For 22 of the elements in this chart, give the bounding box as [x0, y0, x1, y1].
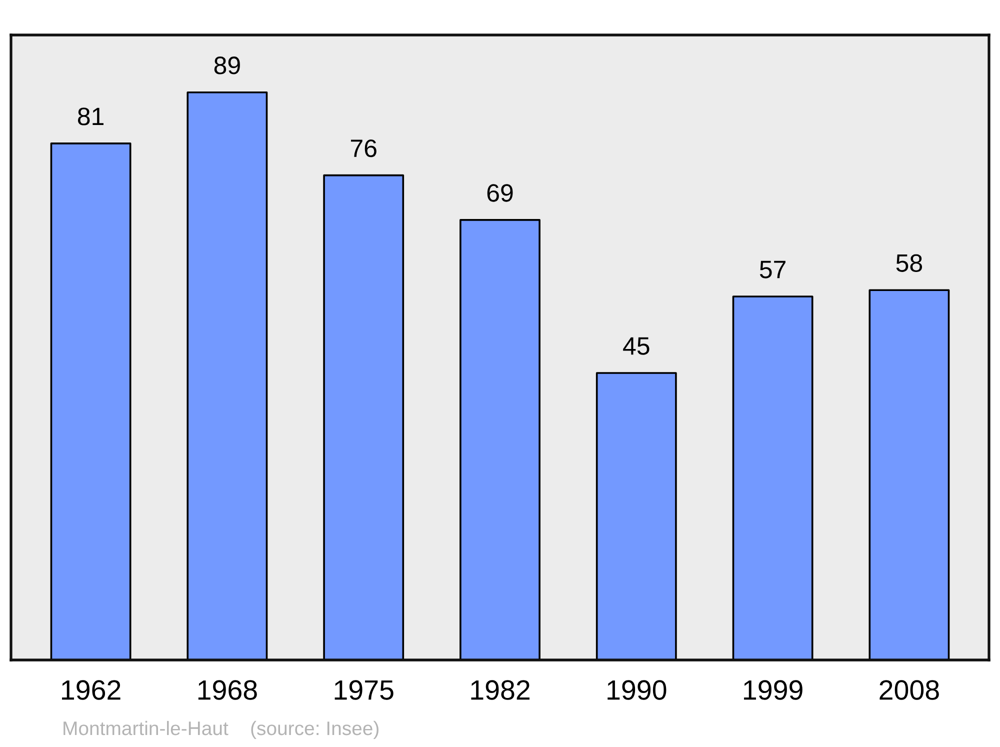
x-tick-label: 1962 — [62, 680, 120, 700]
x-tick-label: 1975 — [334, 680, 394, 700]
bar — [186, 91, 268, 660]
bar — [323, 174, 404, 660]
x-tick-label: 1982 — [471, 680, 530, 700]
data-label: 69 — [487, 184, 513, 202]
bar — [460, 219, 540, 660]
data-label: 76 — [350, 139, 376, 158]
bar — [868, 289, 950, 660]
x-tick-label: 1990 — [608, 680, 666, 700]
bar — [732, 296, 814, 660]
x-tick-label: 1999 — [744, 680, 802, 700]
data-label: 89 — [214, 56, 240, 74]
text: Montmartin-le-Haut (source: Insee) — [64, 720, 378, 740]
data-label: 45 — [623, 337, 650, 355]
data-label: 81 — [78, 108, 104, 126]
bar — [596, 372, 677, 660]
x-tick-label: 2008 — [880, 680, 939, 700]
x-tick-label: 1968 — [198, 680, 257, 700]
data-label: 58 — [896, 254, 922, 272]
bar — [50, 142, 132, 660]
data-label: 57 — [760, 260, 786, 278]
